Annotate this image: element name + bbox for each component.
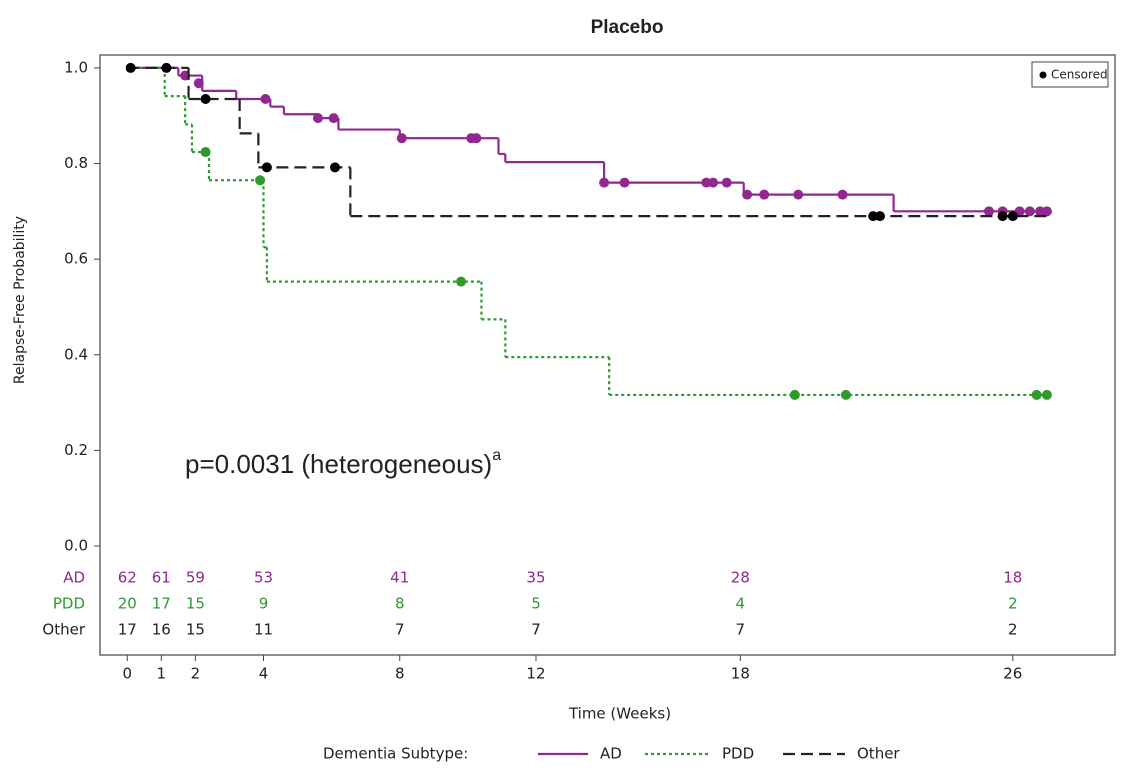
risk-count: 11 <box>254 621 273 639</box>
censor-marker <box>200 147 211 158</box>
censor-marker <box>1024 206 1035 217</box>
censor-marker <box>471 133 482 144</box>
x-tick-label: 4 <box>259 665 269 683</box>
legend-title: Dementia Subtype: <box>323 745 468 763</box>
risk-count: 5 <box>531 595 541 613</box>
x-tick-label: 1 <box>157 665 167 683</box>
censor-marker <box>708 177 719 188</box>
censor-marker <box>789 389 800 400</box>
censor-marker <box>742 189 753 200</box>
censor-marker <box>396 133 407 144</box>
risk-count: 8 <box>395 595 405 613</box>
risk-count: 4 <box>736 595 746 613</box>
censor-marker <box>759 189 770 200</box>
censor-marker <box>312 113 323 124</box>
risk-row-label: Other <box>42 621 85 639</box>
censor-marker <box>840 389 851 400</box>
censor-marker <box>1031 389 1042 400</box>
x-tick-label: 2 <box>191 665 201 683</box>
risk-count: 7 <box>395 621 405 639</box>
censor-marker <box>1041 206 1052 217</box>
censor-marker <box>1007 211 1018 222</box>
chart-title: Placebo <box>591 17 664 38</box>
censor-marker <box>997 211 1008 222</box>
y-tick-label: 0.4 <box>64 345 88 363</box>
y-tick-label: 0.8 <box>64 154 88 172</box>
p-value-superscript: a <box>492 447 501 464</box>
censor-marker <box>328 113 339 124</box>
legend-label: Other <box>857 745 900 763</box>
y-tick-label: 1.0 <box>64 58 88 76</box>
censor-marker <box>983 206 994 217</box>
risk-count: 7 <box>736 621 746 639</box>
risk-count: 59 <box>186 569 205 587</box>
x-tick-label: 18 <box>731 665 750 683</box>
x-tick-label: 12 <box>526 665 545 683</box>
risk-count: 20 <box>118 595 137 613</box>
censor-marker <box>837 189 848 200</box>
censor-marker <box>1041 389 1052 400</box>
risk-count: 9 <box>259 595 269 613</box>
censor-marker <box>260 93 271 104</box>
p-value-annotation: p=0.0031 (heterogeneous)a <box>185 447 501 479</box>
x-tick-label: 26 <box>1003 665 1022 683</box>
x-tick-label: 0 <box>122 665 132 683</box>
risk-count: 7 <box>531 621 541 639</box>
p-value-text: p=0.0031 (heterogeneous) <box>185 449 492 479</box>
censor-marker <box>193 78 204 89</box>
y-tick-label: 0.0 <box>64 536 88 554</box>
risk-count: 15 <box>186 595 205 613</box>
legend-label: AD <box>600 745 622 763</box>
y-tick-label: 0.6 <box>64 250 88 268</box>
risk-count: 15 <box>186 621 205 639</box>
risk-count: 35 <box>526 569 545 587</box>
censor-marker <box>261 162 272 173</box>
risk-count: 18 <box>1003 569 1022 587</box>
risk-count: 41 <box>390 569 409 587</box>
censor-marker <box>161 62 172 73</box>
risk-count: 61 <box>152 569 171 587</box>
censor-marker <box>721 177 732 188</box>
censor-marker <box>255 175 266 186</box>
risk-count: 28 <box>731 569 750 587</box>
risk-count: 2 <box>1008 595 1018 613</box>
censor-marker <box>330 162 341 173</box>
censor-marker <box>456 276 467 287</box>
censor-marker <box>125 62 136 73</box>
legend-label: PDD <box>722 745 754 763</box>
censor-marker <box>599 177 610 188</box>
risk-row-label: PDD <box>53 595 85 613</box>
censored-legend-label: Censored <box>1051 68 1108 82</box>
x-axis-label: Time (Weeks) <box>568 705 671 723</box>
risk-count: 16 <box>152 621 171 639</box>
risk-count: 17 <box>152 595 171 613</box>
risk-count: 62 <box>118 569 137 587</box>
x-tick-label: 8 <box>395 665 405 683</box>
censor-marker <box>793 189 804 200</box>
risk-row-label: AD <box>63 569 85 587</box>
censor-marker <box>874 211 885 222</box>
plot-frame <box>99 54 1116 656</box>
y-axis-label: Relapse-Free Probability <box>12 216 28 384</box>
risk-count: 53 <box>254 569 273 587</box>
censor-marker <box>619 177 630 188</box>
censor-marker <box>200 93 211 104</box>
censored-legend-marker <box>1039 71 1047 79</box>
risk-count: 17 <box>118 621 137 639</box>
y-tick-label: 0.2 <box>64 441 88 459</box>
risk-count: 2 <box>1008 621 1018 639</box>
